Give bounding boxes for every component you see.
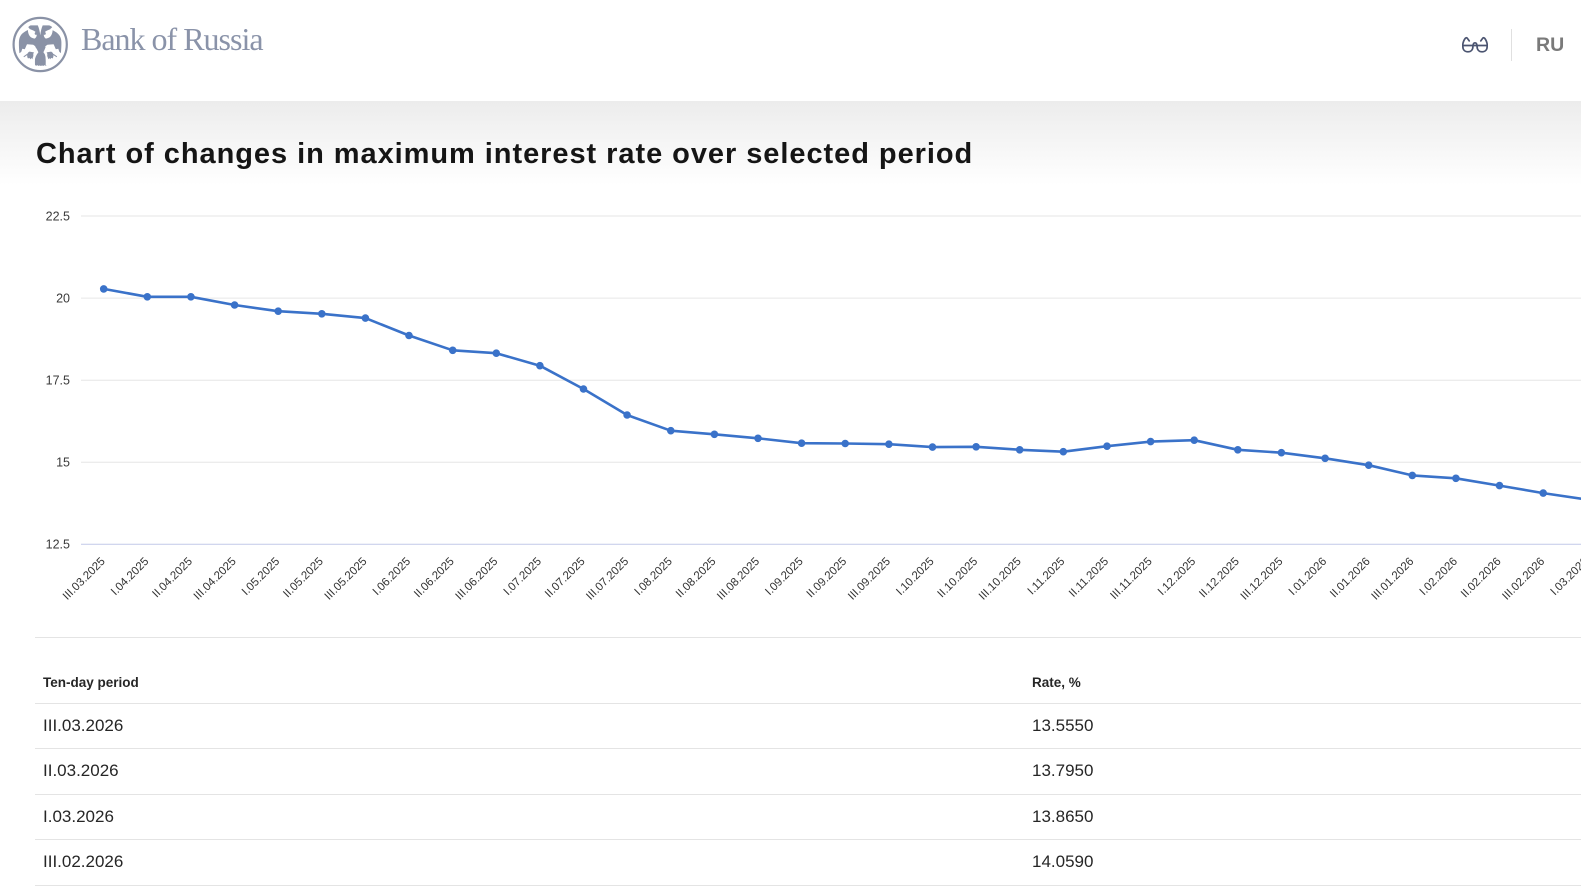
svg-text:I.09.2025: I.09.2025 [763,556,805,598]
svg-text:I.01.2026: I.01.2026 [1287,556,1329,598]
svg-text:II.12.2025: II.12.2025 [1197,556,1242,601]
svg-text:III.06.2025: III.06.2025 [453,556,500,603]
svg-text:III.11.2025: III.11.2025 [1108,556,1154,602]
svg-text:I.10.2025: I.10.2025 [894,556,936,598]
svg-text:I.05.2025: I.05.2025 [240,556,282,598]
svg-text:III.07.2025: III.07.2025 [584,556,631,603]
svg-text:III.04.2025: III.04.2025 [192,556,239,603]
svg-text:III.03.2025: III.03.2025 [61,556,108,603]
svg-text:II.10.2025: II.10.2025 [936,556,981,601]
svg-text:II.04.2025: II.04.2025 [150,556,195,601]
svg-text:III.05.2025: III.05.2025 [323,556,370,603]
svg-text:I.06.2025: I.06.2025 [371,556,413,598]
svg-text:III.01.2026: III.01.2026 [1369,556,1416,603]
svg-text:III.12.2025: III.12.2025 [1239,556,1286,603]
svg-text:III.08.2025: III.08.2025 [715,556,762,603]
svg-text:22.5: 22.5 [46,209,70,223]
svg-text:20: 20 [56,291,70,305]
svg-text:II.01.2026: II.01.2026 [1328,556,1373,601]
svg-text:II.02.2026: II.02.2026 [1459,556,1504,601]
svg-text:I.04.2025: I.04.2025 [109,556,151,598]
svg-text:II.06.2025: II.06.2025 [412,556,457,601]
svg-text:II.11.2025: II.11.2025 [1067,556,1111,600]
svg-text:II.07.2025: II.07.2025 [543,556,588,601]
svg-text:17.5: 17.5 [46,374,70,388]
svg-text:II.09.2025: II.09.2025 [805,556,850,601]
svg-text:I.12.2025: I.12.2025 [1156,556,1198,598]
svg-text:III.02.2026: III.02.2026 [1500,556,1547,603]
svg-text:III.09.2025: III.09.2025 [846,556,893,603]
svg-text:II.05.2025: II.05.2025 [281,556,326,601]
svg-text:15: 15 [56,456,70,470]
svg-text:12.5: 12.5 [46,538,70,552]
svg-text:III.10.2025: III.10.2025 [977,556,1024,603]
svg-text:II.08.2025: II.08.2025 [674,556,719,601]
svg-text:I.07.2025: I.07.2025 [502,556,544,598]
svg-text:I.02.2026: I.02.2026 [1418,556,1460,598]
svg-text:I.08.2025: I.08.2025 [633,556,675,598]
svg-text:I.03.2026: I.03.2026 [1549,556,1581,598]
svg-text:I.11.2025: I.11.2025 [1026,556,1068,598]
